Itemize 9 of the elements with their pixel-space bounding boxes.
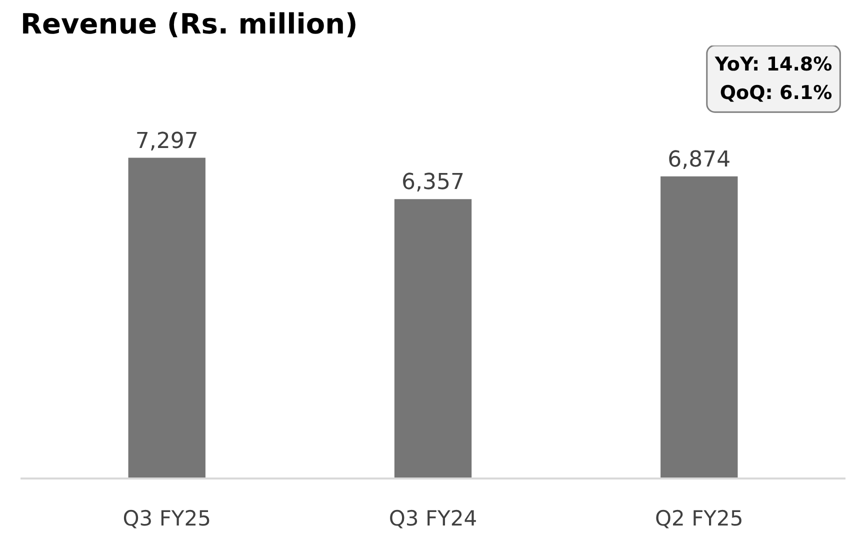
chart-title: Revenue (Rs. million) bbox=[20, 8, 358, 40]
x-tick-label: Q2 FY25 bbox=[655, 506, 744, 530]
text: YoY: 14.8% bbox=[714, 54, 832, 76]
data-label: 6,357 bbox=[402, 170, 464, 196]
data-label: 7,297 bbox=[135, 128, 198, 154]
x-tick-label: Q3 FY25 bbox=[122, 506, 211, 530]
data-label: 6,874 bbox=[668, 147, 731, 172]
x-tick-label: Q3 FY24 bbox=[388, 506, 478, 530]
text: QoQ: 6.1% bbox=[720, 82, 832, 104]
